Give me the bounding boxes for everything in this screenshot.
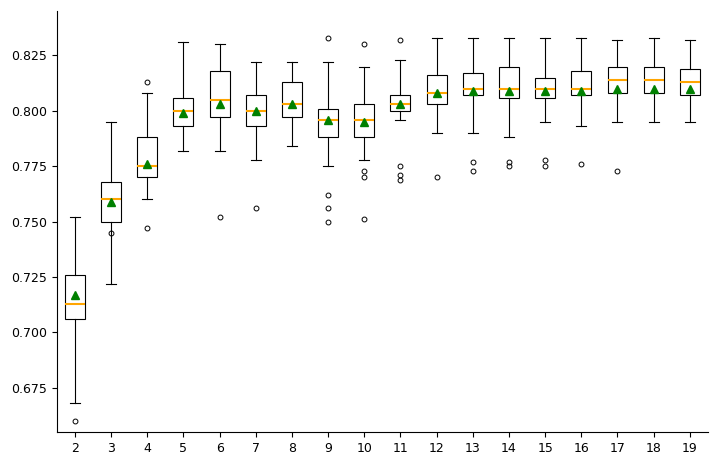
PathPatch shape bbox=[173, 97, 193, 126]
PathPatch shape bbox=[282, 82, 302, 117]
PathPatch shape bbox=[572, 71, 591, 96]
PathPatch shape bbox=[390, 96, 411, 111]
PathPatch shape bbox=[101, 182, 121, 222]
PathPatch shape bbox=[319, 109, 338, 137]
PathPatch shape bbox=[246, 96, 266, 126]
PathPatch shape bbox=[65, 275, 85, 319]
PathPatch shape bbox=[499, 67, 519, 97]
PathPatch shape bbox=[354, 104, 374, 137]
PathPatch shape bbox=[426, 75, 446, 104]
PathPatch shape bbox=[210, 71, 229, 117]
PathPatch shape bbox=[137, 137, 157, 178]
PathPatch shape bbox=[463, 73, 482, 96]
PathPatch shape bbox=[680, 69, 700, 96]
PathPatch shape bbox=[608, 67, 628, 93]
PathPatch shape bbox=[535, 78, 555, 97]
PathPatch shape bbox=[644, 67, 664, 93]
